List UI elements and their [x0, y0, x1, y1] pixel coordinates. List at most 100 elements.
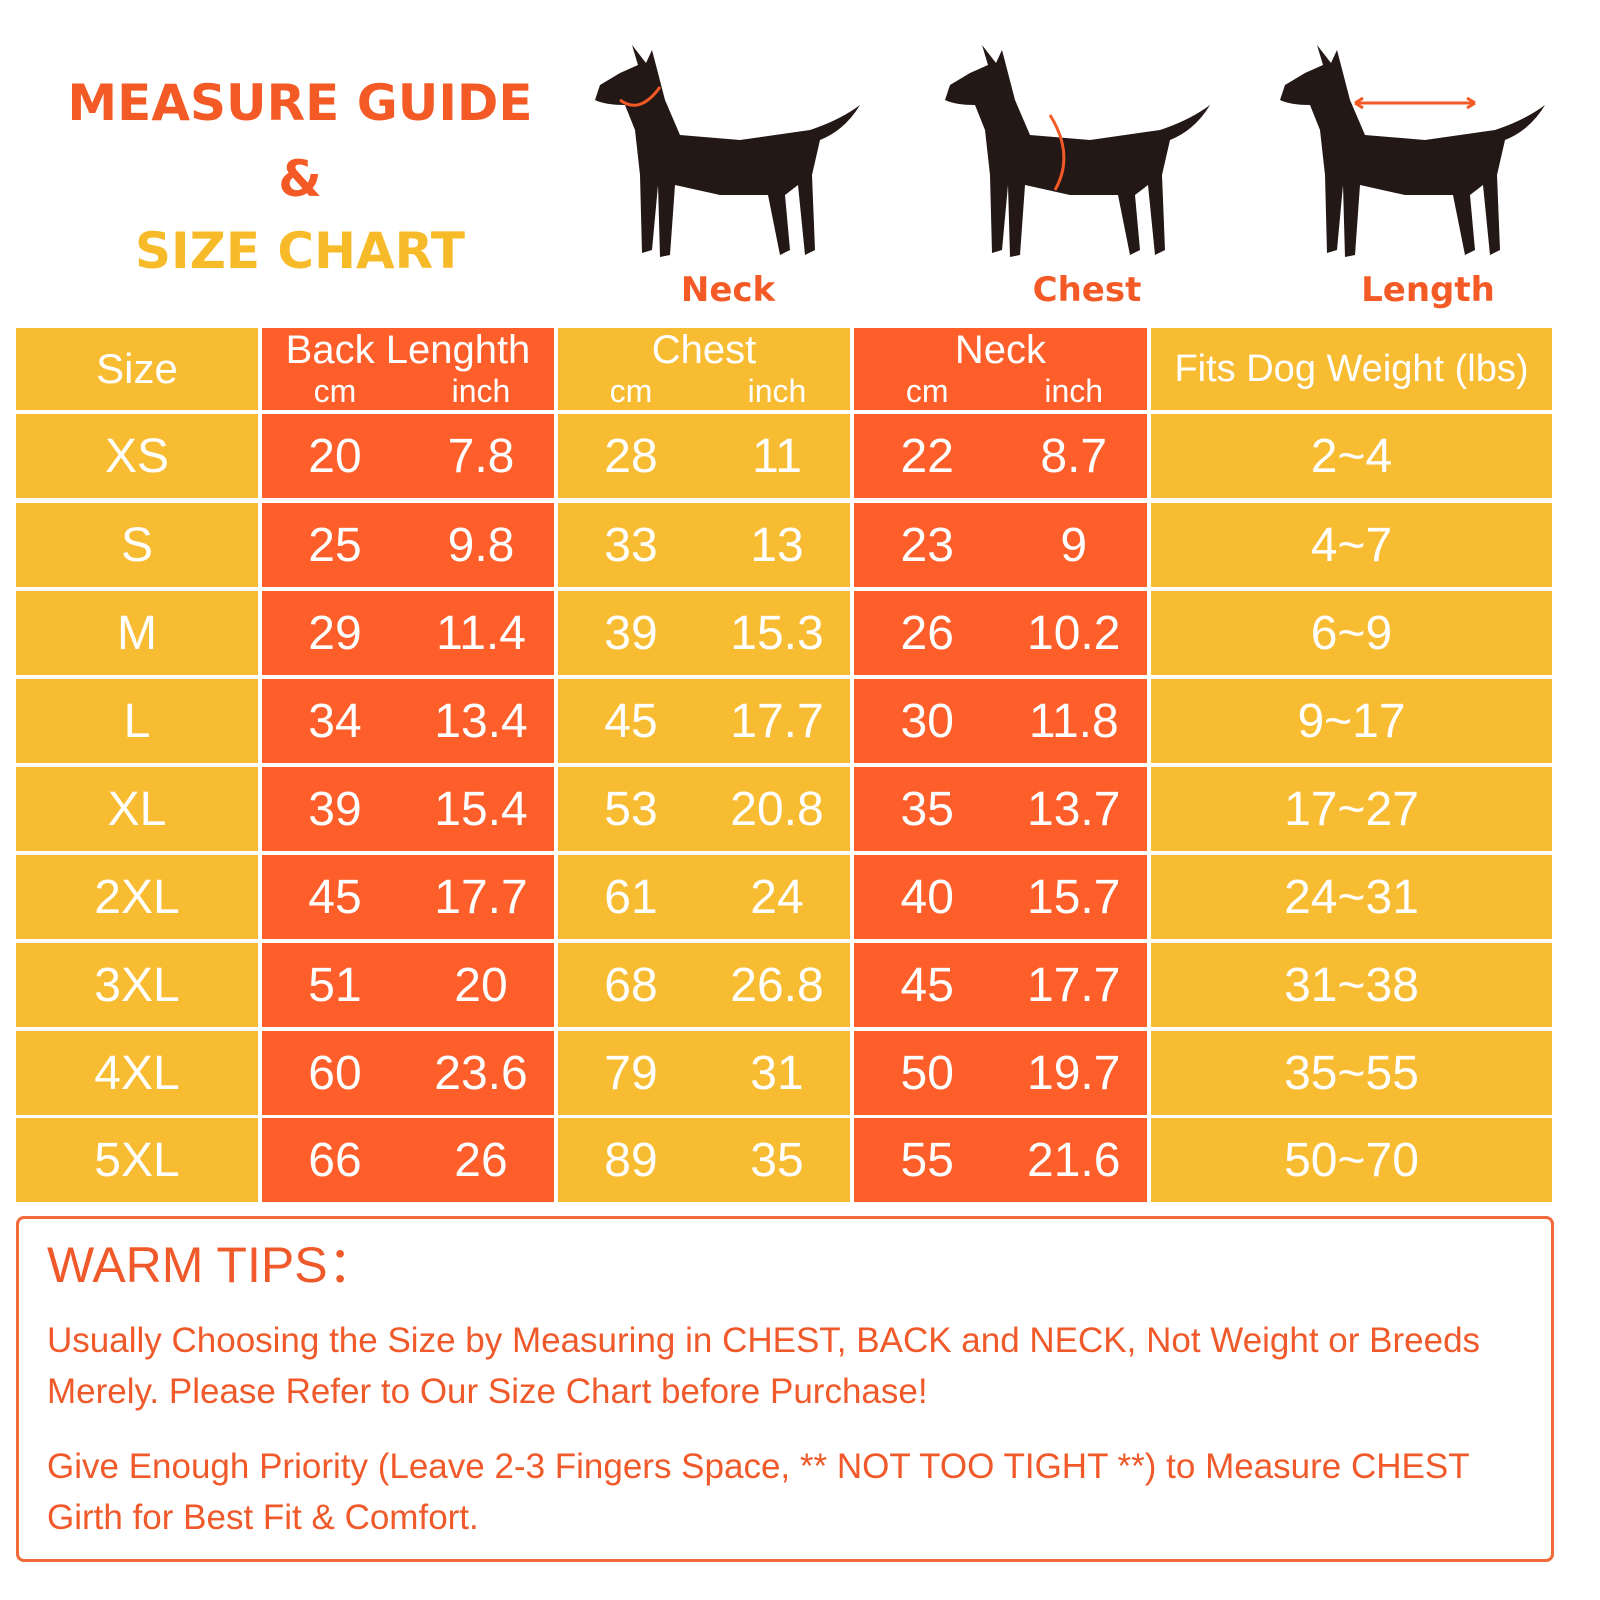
dog-illustrations: [595, 45, 1545, 257]
value-cell: 35: [750, 1133, 804, 1187]
row-bg: [854, 591, 1147, 675]
value-cell: 31: [750, 1046, 804, 1100]
tips-title: WARM TIPS：: [47, 1237, 378, 1293]
title-line: &: [278, 150, 322, 208]
value-cell: 21.6: [1027, 1133, 1121, 1187]
value-cell: 28: [604, 429, 658, 483]
row-bg: [558, 503, 850, 587]
row-bg: [262, 503, 554, 587]
header-cell: [854, 328, 1147, 410]
header-cell: [558, 328, 850, 410]
row-bg: [854, 855, 1147, 939]
row-bg: [262, 943, 554, 1027]
size-cell: L: [16, 679, 258, 763]
dog-neck: [595, 45, 860, 257]
value-cell: 8.7: [1040, 429, 1108, 483]
value-cell: 68: [604, 958, 658, 1012]
row-bg: [262, 414, 554, 498]
row-bg: [262, 679, 554, 763]
value-cell: 13: [750, 518, 804, 572]
weight-cell: 50~70: [1151, 1118, 1552, 1202]
value-cell: 11: [752, 429, 802, 483]
weight-cell: 6~9: [1151, 591, 1552, 675]
value-cell: 22: [900, 429, 954, 483]
value-cell: 55: [900, 1133, 954, 1187]
unit-label: inch: [1044, 372, 1104, 409]
value-cell: 34: [308, 694, 362, 748]
value-cell: 45: [308, 870, 362, 924]
size-cell: 2XL: [16, 855, 258, 939]
value-cell: 45: [604, 694, 658, 748]
header-cell: [262, 328, 554, 410]
value-cell: 51: [308, 958, 362, 1012]
group-label: Chest: [651, 327, 757, 372]
row-bg: [262, 1118, 554, 1202]
unit-label: inch: [451, 372, 511, 409]
row-bg: [854, 1118, 1147, 1202]
value-cell: 26: [454, 1133, 508, 1187]
value-cell: 9: [1060, 518, 1088, 572]
unit-label: inch: [747, 372, 807, 409]
value-cell: 23: [900, 518, 954, 572]
value-cell: 11.4: [436, 606, 526, 660]
value-cell: 11.8: [1028, 694, 1119, 748]
weight-cell: 9~17: [1151, 679, 1552, 763]
row-bg: [854, 767, 1147, 851]
value-cell: 15.4: [434, 782, 528, 836]
value-cell: 7.8: [447, 429, 515, 483]
value-cell: 20: [308, 429, 362, 483]
row-bg: [854, 414, 1147, 498]
value-cell: 30: [900, 694, 954, 748]
header-cell: Size: [16, 328, 258, 410]
value-cell: 13.7: [1027, 782, 1121, 836]
weight-cell: 4~7: [1151, 503, 1552, 587]
row-bg: [262, 1031, 554, 1115]
size-cell: M: [16, 591, 258, 675]
value-cell: 20: [454, 958, 508, 1012]
value-cell: 79: [604, 1046, 658, 1100]
value-cell: 13.4: [434, 694, 528, 748]
tips-paragraph: Give Enough Priority (Leave 2-3 Fingers …: [47, 1447, 1469, 1537]
row-bg: [558, 591, 850, 675]
value-cell: 19.7: [1027, 1046, 1121, 1100]
row-bg: [558, 1031, 850, 1115]
value-cell: 40: [900, 870, 954, 924]
dog-label: Chest: [1032, 270, 1142, 310]
size-cell: 4XL: [16, 1031, 258, 1115]
group-label: Neck: [954, 327, 1047, 372]
tips-box: WARM TIPS： Usually Choosing the Size by …: [16, 1216, 1554, 1562]
value-cell: 15.3: [730, 606, 824, 660]
row-bg: [262, 767, 554, 851]
dog-label: Length: [1361, 270, 1495, 310]
group-label: Back Lenghth: [285, 327, 531, 372]
row-bg: [558, 943, 850, 1027]
dog-label: Neck: [680, 270, 776, 310]
value-cell: 26: [900, 606, 954, 660]
value-cell: 60: [308, 1046, 362, 1100]
value-cell: 66: [308, 1133, 362, 1187]
value-cell: 24: [750, 870, 804, 924]
size-cell: XL: [16, 767, 258, 851]
size-cell: S: [16, 503, 258, 587]
value-cell: 33: [604, 518, 658, 572]
row-bg: [262, 855, 554, 939]
row-bg: [854, 503, 1147, 587]
unit-label: cm: [609, 372, 653, 409]
row-bg: [558, 414, 850, 498]
row-bg: [558, 679, 850, 763]
size-cell: 3XL: [16, 943, 258, 1027]
value-cell: 35: [900, 782, 954, 836]
title-line: SIZE CHART: [134, 222, 466, 280]
weight-cell: 17~27: [1151, 767, 1552, 851]
title-line: MEASURE GUIDE: [67, 74, 533, 132]
value-cell: 26.8: [730, 958, 824, 1012]
dog-chest: [945, 45, 1210, 257]
value-cell: 17.7: [730, 694, 824, 748]
weight-cell: 31~38: [1151, 943, 1552, 1027]
value-cell: 25: [308, 518, 362, 572]
unit-label: cm: [905, 372, 949, 409]
weight-cell: 24~31: [1151, 855, 1552, 939]
weight-cell: 2~4: [1151, 414, 1552, 498]
size-cell: XS: [16, 414, 258, 498]
